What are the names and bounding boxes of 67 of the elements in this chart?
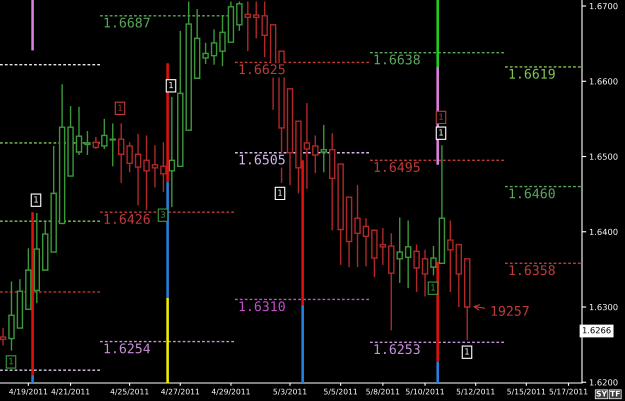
y-tick-label: 1.6600 [590,78,618,85]
bar [166,298,169,383]
ref-line-label: 1.6358 [510,265,555,276]
ref-line-label: 1.6310 [240,301,285,312]
bar [301,305,304,383]
y-tick-label: 1.6700 [590,3,618,10]
candlestick [422,249,428,298]
candlestick [380,227,386,266]
annotation: 1 [431,284,435,290]
bar [436,362,439,383]
annotation: 1 [278,190,282,196]
ref-line-label: 1.6253 [374,344,420,354]
annotation: 1 [465,348,469,354]
candlestick [328,132,336,231]
candlestick [396,216,403,284]
candlestick [160,142,167,193]
candlestick [202,42,209,65]
annotation: 1 [439,114,443,120]
ref-line-label: 1.6638 [374,54,420,64]
annotation: 1 [169,82,173,88]
candlestick [152,144,158,188]
candlestick [404,220,412,289]
candlestick [413,244,420,293]
candlestick [118,122,124,184]
text: 1.6266 [582,327,611,334]
annotation: 19257 [492,306,529,316]
ref-line-label: 1.6426 [104,214,150,224]
ref-line-label: 1.6619 [510,68,555,79]
candlestick [84,130,91,156]
y-tick-label: 1.6200 [590,379,618,386]
y-tick-label: 1.6500 [590,153,618,160]
candlestick [320,124,327,174]
y-tick-label: 1.6400 [590,228,618,236]
annotation: 1 [9,358,13,364]
candlestick [388,232,395,332]
candlestick [354,184,361,268]
bar [31,375,34,383]
candlestick [304,102,310,190]
ref-line-label: 1.6460 [510,188,555,198]
candlestick [134,133,142,206]
bar [301,160,304,306]
candlestick [219,15,226,67]
candlestick [126,142,133,174]
ref-line-label: 1.6505 [240,154,285,165]
bar [31,212,34,376]
candlestick [253,0,260,40]
candlestick [168,96,176,208]
candlestick [312,134,319,174]
annotation: 1 [118,104,122,111]
candlestick [261,0,268,58]
candlestick [244,0,252,52]
ref-line-label: 1.6687 [104,18,150,28]
annotation: 1 [439,129,443,136]
ref-line-label: 1.6625 [240,64,285,74]
bar [31,0,34,50]
candlestick [8,280,15,352]
ref-line-label: 1.6495 [374,162,420,172]
annotation: 1 [34,196,38,202]
annotation: 3 [160,211,165,218]
candlestick [34,212,40,304]
candlestick [210,28,218,66]
bar [436,0,439,67]
candlestick [143,134,150,211]
candlestick [110,122,116,167]
ref-line-label: 1.6254 [104,343,150,354]
y-tick-label: 1.6300 [590,304,618,310]
candlestick [447,220,454,293]
